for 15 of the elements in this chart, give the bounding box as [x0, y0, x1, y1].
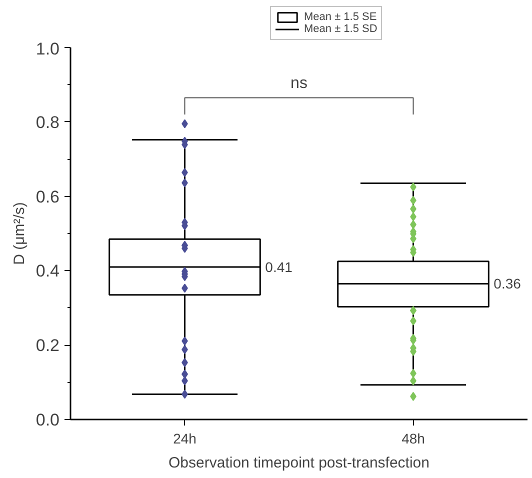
annotation: 0.36 [494, 276, 522, 292]
y-axis-title: D (μm²/s) [10, 202, 28, 265]
x-tick-label: 24h [173, 430, 196, 446]
x-axis-title: Observation timepoint post-transfection [168, 454, 430, 472]
annotation: ns [290, 75, 308, 92]
x-tick-label: 48h [402, 430, 425, 446]
legend-label: Mean ± 1.5 SE [304, 11, 377, 23]
y-tick-label: 1.0 [36, 40, 60, 58]
y-tick-label: 0.6 [36, 187, 60, 206]
y-tick-label: 0.0 [36, 410, 60, 430]
text: Mean ± 1.5 SD [304, 23, 378, 35]
y-tick-label: 0.8 [36, 112, 60, 132]
annotation: 0.41 [265, 258, 293, 275]
y-tick-label: 0.4 [36, 262, 60, 281]
y-tick-label: 0.2 [36, 336, 60, 356]
